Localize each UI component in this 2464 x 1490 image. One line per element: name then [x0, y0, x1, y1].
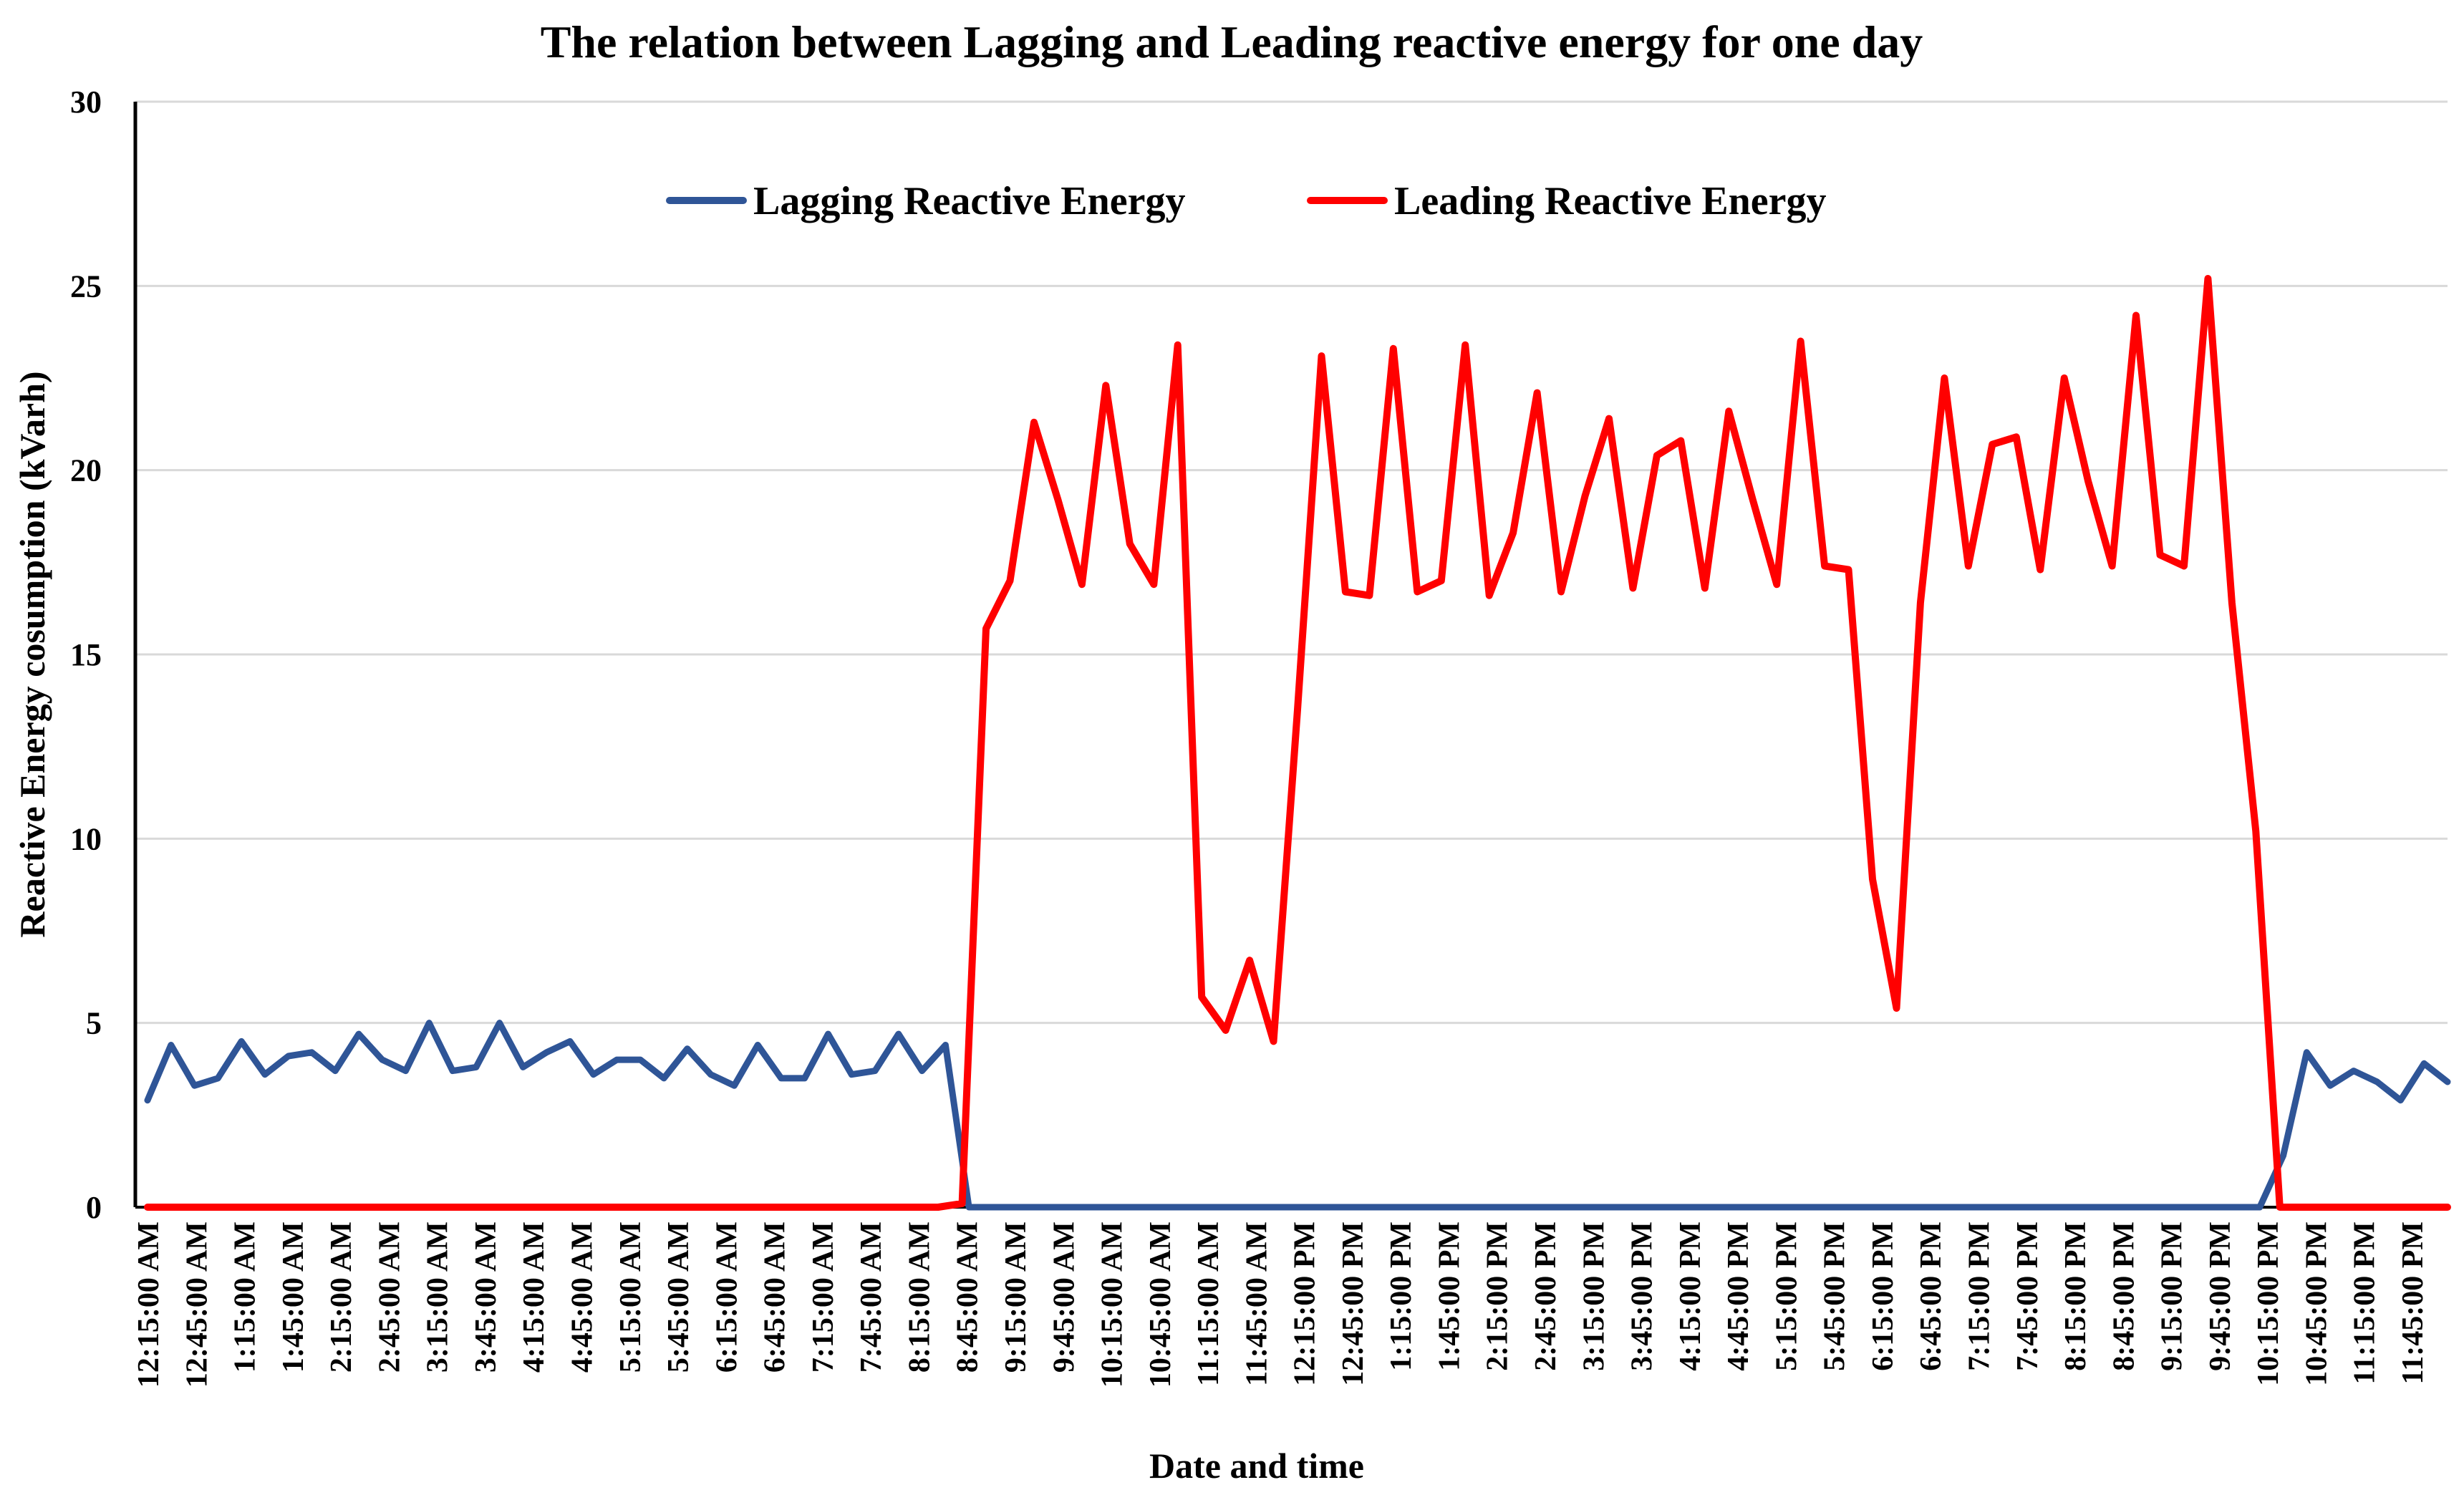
x-tick-label: 1:15:00 AM	[229, 1221, 262, 1373]
y-tick-label: 30	[70, 84, 102, 120]
x-tick-label: 10:45:00 AM	[1144, 1221, 1177, 1388]
x-tick-label: 11:15:00 AM	[1192, 1221, 1225, 1386]
x-tick-label: 1:45:00 PM	[1434, 1221, 1467, 1371]
gridlines	[135, 100, 2448, 1025]
x-tick-label: 7:15:00 PM	[1963, 1221, 1996, 1371]
y-tick-label: 0	[86, 1190, 102, 1225]
x-tick-label: 11:15:00 PM	[2349, 1221, 2382, 1384]
y-tick-label: 15	[70, 637, 102, 672]
x-tick-label: 6:45:00 PM	[1915, 1221, 1948, 1371]
chart-title: The relation between Lagging and Leading…	[541, 16, 1923, 67]
x-tick-label: 9:15:00 PM	[2156, 1221, 2189, 1371]
x-tick-label: 5:15:00 PM	[1770, 1221, 1803, 1371]
legend-label-leading: Leading Reactive Energy	[1394, 179, 1826, 223]
x-tick-label: 2:45:00 PM	[1530, 1221, 1562, 1371]
x-tick-label: 3:45:00 AM	[470, 1221, 503, 1373]
x-tick-label: 6:15:00 AM	[710, 1221, 743, 1373]
x-tick-label: 11:45:00 AM	[1240, 1221, 1273, 1386]
x-tick-label: 8:45:00 PM	[2107, 1221, 2140, 1371]
x-tick-label: 3:45:00 PM	[1626, 1221, 1659, 1371]
series-line-leading	[144, 275, 2451, 1211]
x-tick-label: 6:45:00 AM	[759, 1221, 792, 1373]
x-tick-label: 4:45:00 AM	[566, 1221, 599, 1373]
x-tick-label: 9:45:00 PM	[2204, 1221, 2237, 1371]
x-axis-title: Date and time	[1149, 1446, 1364, 1486]
x-tick-label: 5:45:00 PM	[1819, 1221, 1852, 1371]
x-tick-label: 10:15:00 AM	[1096, 1221, 1129, 1388]
x-tick-label: 3:15:00 PM	[1578, 1221, 1610, 1371]
x-tick-label: 12:45:00 PM	[1337, 1221, 1370, 1386]
x-tick-label: 2:15:00 PM	[1482, 1221, 1514, 1371]
x-tick-label: 4:15:00 AM	[518, 1221, 551, 1373]
x-tick-label: 7:45:00 PM	[2011, 1221, 2044, 1371]
x-tick-label: 9:15:00 AM	[1000, 1221, 1033, 1373]
x-axis-tick-labels: 12:15:00 AM 12:45:00 AM 1:15:00 AM 1:45:00 …	[132, 1221, 2430, 1388]
x-tick-label: 4:15:00 PM	[1674, 1221, 1707, 1371]
legend: Lagging Reactive Energy Leading Reactive…	[666, 179, 1826, 223]
x-tick-label: 4:45:00 PM	[1722, 1221, 1755, 1371]
x-tick-label: 8:15:00 PM	[2059, 1221, 2092, 1371]
x-tick-label: 7:15:00 AM	[807, 1221, 840, 1373]
x-tick-label: 5:45:00 AM	[662, 1221, 695, 1373]
legend-label-lagging: Lagging Reactive Energy	[753, 179, 1185, 223]
x-tick-label: 12:15:00 PM	[1289, 1221, 1322, 1386]
x-tick-label: 8:45:00 AM	[952, 1221, 985, 1373]
series-line-lagging	[144, 1020, 2451, 1211]
y-axis-title: Reactive Energy cosumption (kVarh)	[12, 371, 52, 937]
y-tick-label: 5	[86, 1006, 102, 1041]
y-tick-label: 20	[70, 453, 102, 488]
x-tick-label: 8:15:00 AM	[903, 1221, 936, 1373]
x-tick-label: 2:45:00 AM	[373, 1221, 406, 1373]
x-tick-label: 2:15:00 AM	[325, 1221, 358, 1373]
y-tick-label: 25	[70, 269, 102, 304]
x-tick-label: 1:15:00 PM	[1385, 1221, 1418, 1371]
y-tick-label: 10	[70, 821, 102, 856]
x-tick-label: 10:15:00 PM	[2252, 1221, 2285, 1386]
x-tick-label: 10:45:00 PM	[2300, 1221, 2333, 1386]
x-tick-label: 11:45:00 PM	[2397, 1221, 2430, 1384]
x-tick-label: 3:15:00 AM	[422, 1221, 455, 1373]
x-tick-label: 9:45:00 AM	[1048, 1221, 1081, 1373]
series-lines	[144, 275, 2451, 1211]
x-tick-label: 12:45:00 AM	[180, 1221, 213, 1388]
x-tick-label: 7:45:00 AM	[855, 1221, 888, 1373]
x-tick-label: 12:15:00 AM	[132, 1221, 165, 1388]
y-axis-tick-labels: 0 5 10 15 20 25 30	[70, 84, 102, 1225]
x-tick-label: 6:15:00 PM	[1867, 1221, 1900, 1371]
x-tick-label: 5:15:00 AM	[614, 1221, 647, 1373]
x-tick-label: 1:45:00 AM	[277, 1221, 310, 1373]
